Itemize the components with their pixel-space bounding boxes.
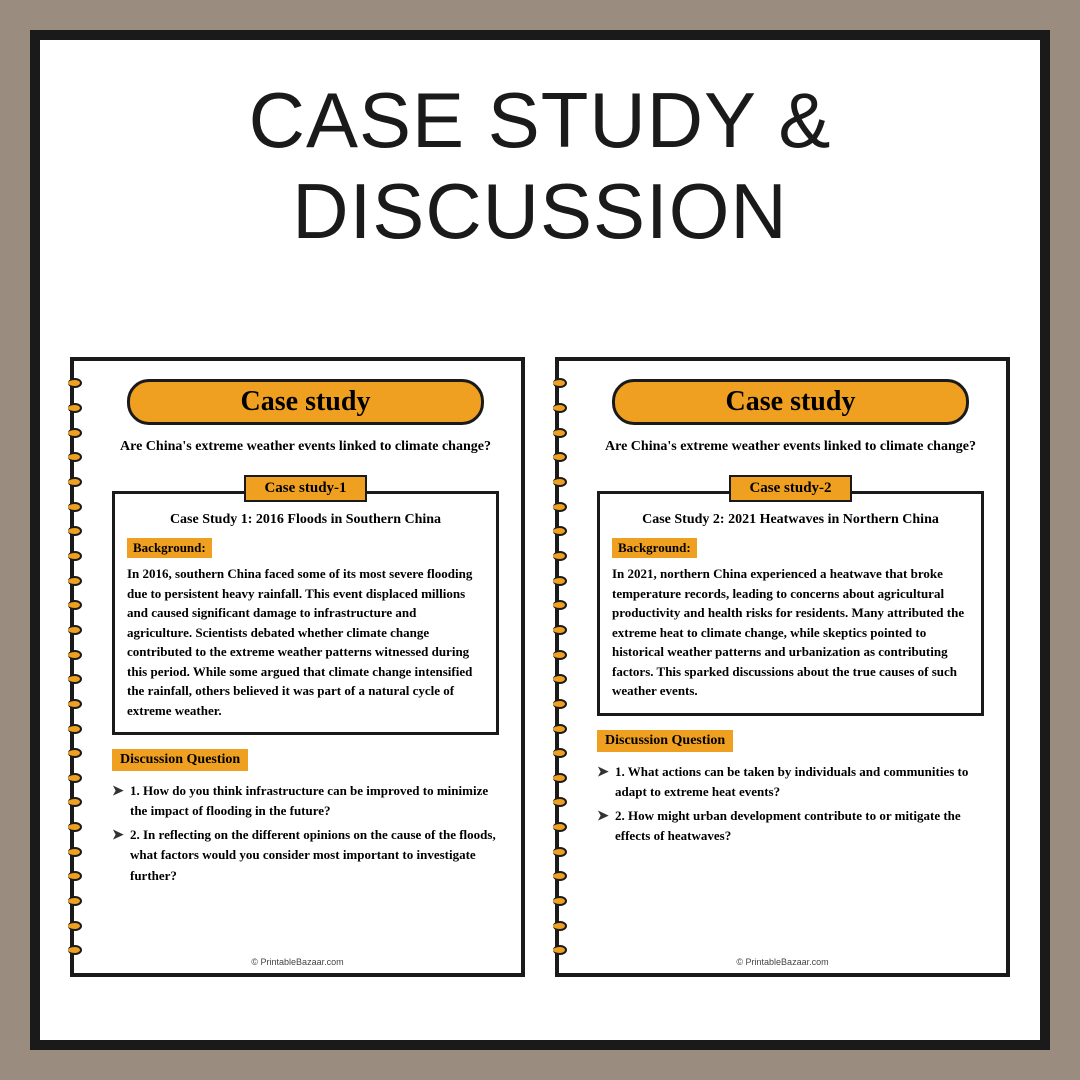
worksheet-page-2: Case study Are China's extreme weather e… xyxy=(555,357,1010,977)
discussion-label: Discussion Question xyxy=(112,749,248,771)
question-text: 1. What actions can be taken by individu… xyxy=(615,762,984,802)
page-title-pill: Case study xyxy=(612,379,968,425)
page-footer: © PrintableBazaar.com xyxy=(74,957,521,967)
arrow-icon: ➤ xyxy=(112,825,130,885)
question-item: ➤ 1. How do you think infrastructure can… xyxy=(112,781,499,821)
page-title-pill: Case study xyxy=(127,379,483,425)
arrow-icon: ➤ xyxy=(597,762,615,802)
case-study-heading: Case Study 2: 2021 Heatwaves in Northern… xyxy=(612,512,969,528)
case-study-box: Case Study 1: 2016 Floods in Southern Ch… xyxy=(112,491,499,735)
question-item: ➤ 2. In reflecting on the different opin… xyxy=(112,825,499,885)
arrow-icon: ➤ xyxy=(597,806,615,846)
arrow-icon: ➤ xyxy=(112,781,130,821)
main-question: Are China's extreme weather events linke… xyxy=(597,439,984,455)
spiral-binding xyxy=(553,371,569,963)
question-item: ➤ 2. How might urban development contrib… xyxy=(597,806,984,846)
question-text: 1. How do you think infrastructure can b… xyxy=(130,781,499,821)
page-footer: © PrintableBazaar.com xyxy=(559,957,1006,967)
pages-row: Case study Are China's extreme weather e… xyxy=(70,357,1010,977)
question-text: 2. How might urban development contribut… xyxy=(615,806,984,846)
question-list: ➤ 1. How do you think infrastructure can… xyxy=(112,781,499,886)
case-study-label: Case study-2 xyxy=(729,475,851,502)
discussion-label: Discussion Question xyxy=(597,730,733,752)
case-study-heading: Case Study 1: 2016 Floods in Southern Ch… xyxy=(127,512,484,528)
case-study-box: Case Study 2: 2021 Heatwaves in Northern… xyxy=(597,491,984,716)
background-text: In 2016, southern China faced some of it… xyxy=(127,564,484,720)
case-study-label: Case study-1 xyxy=(244,475,366,502)
worksheet-page-1: Case study Are China's extreme weather e… xyxy=(70,357,525,977)
background-label: Background: xyxy=(127,538,212,558)
outer-frame: Case study & Discussion Case study Are C… xyxy=(30,30,1050,1050)
question-list: ➤ 1. What actions can be taken by indivi… xyxy=(597,762,984,847)
question-text: 2. In reflecting on the different opinio… xyxy=(130,825,499,885)
main-title: Case study & Discussion xyxy=(70,75,1010,257)
background-text: In 2021, northern China experienced a he… xyxy=(612,564,969,701)
spiral-binding xyxy=(68,371,84,963)
question-item: ➤ 1. What actions can be taken by indivi… xyxy=(597,762,984,802)
background-label: Background: xyxy=(612,538,697,558)
main-question: Are China's extreme weather events linke… xyxy=(112,439,499,455)
